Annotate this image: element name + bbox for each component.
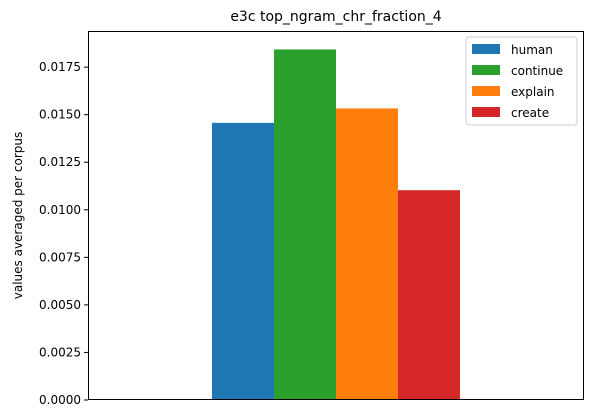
bar-human (212, 122, 274, 400)
y-tick-label: 0.0175 (39, 60, 81, 74)
y-tick-label: 0.0100 (39, 203, 81, 217)
chart-title: e3c top_ngram_chr_fraction_4 (230, 9, 441, 25)
legend-label-explain: explain (511, 85, 555, 99)
y-tick-label: 0.0025 (39, 345, 81, 359)
legend-swatch-human (472, 44, 500, 54)
y-axis-label: values averaged per corpus (11, 132, 25, 300)
legend-swatch-explain (472, 86, 500, 96)
bar-explain (336, 108, 398, 401)
y-axis: 0.0000 0.0025 0.0050 0.0075 0.0100 0.0125 0.01… (39, 60, 88, 407)
legend-swatch-continue (472, 65, 500, 75)
y-tick-label: 0.0000 (39, 393, 81, 407)
legend-swatch-create (472, 107, 500, 117)
plot-frame (88, 31, 584, 400)
legend-box (465, 36, 578, 126)
y-tick-label: 0.0125 (39, 155, 81, 169)
bar-create (398, 190, 460, 400)
y-tick-label: 0.0075 (39, 250, 81, 264)
y-tick-label: 0.0050 (39, 298, 81, 312)
legend-label-create: create (511, 106, 549, 120)
y-tick-label: 0.0150 (39, 108, 81, 122)
legend-label-continue: continue (511, 64, 563, 78)
legend: human continue explain create (465, 36, 578, 126)
legend-label-human: human (511, 43, 553, 57)
bar-continue (274, 49, 336, 400)
bars-group (212, 49, 460, 401)
